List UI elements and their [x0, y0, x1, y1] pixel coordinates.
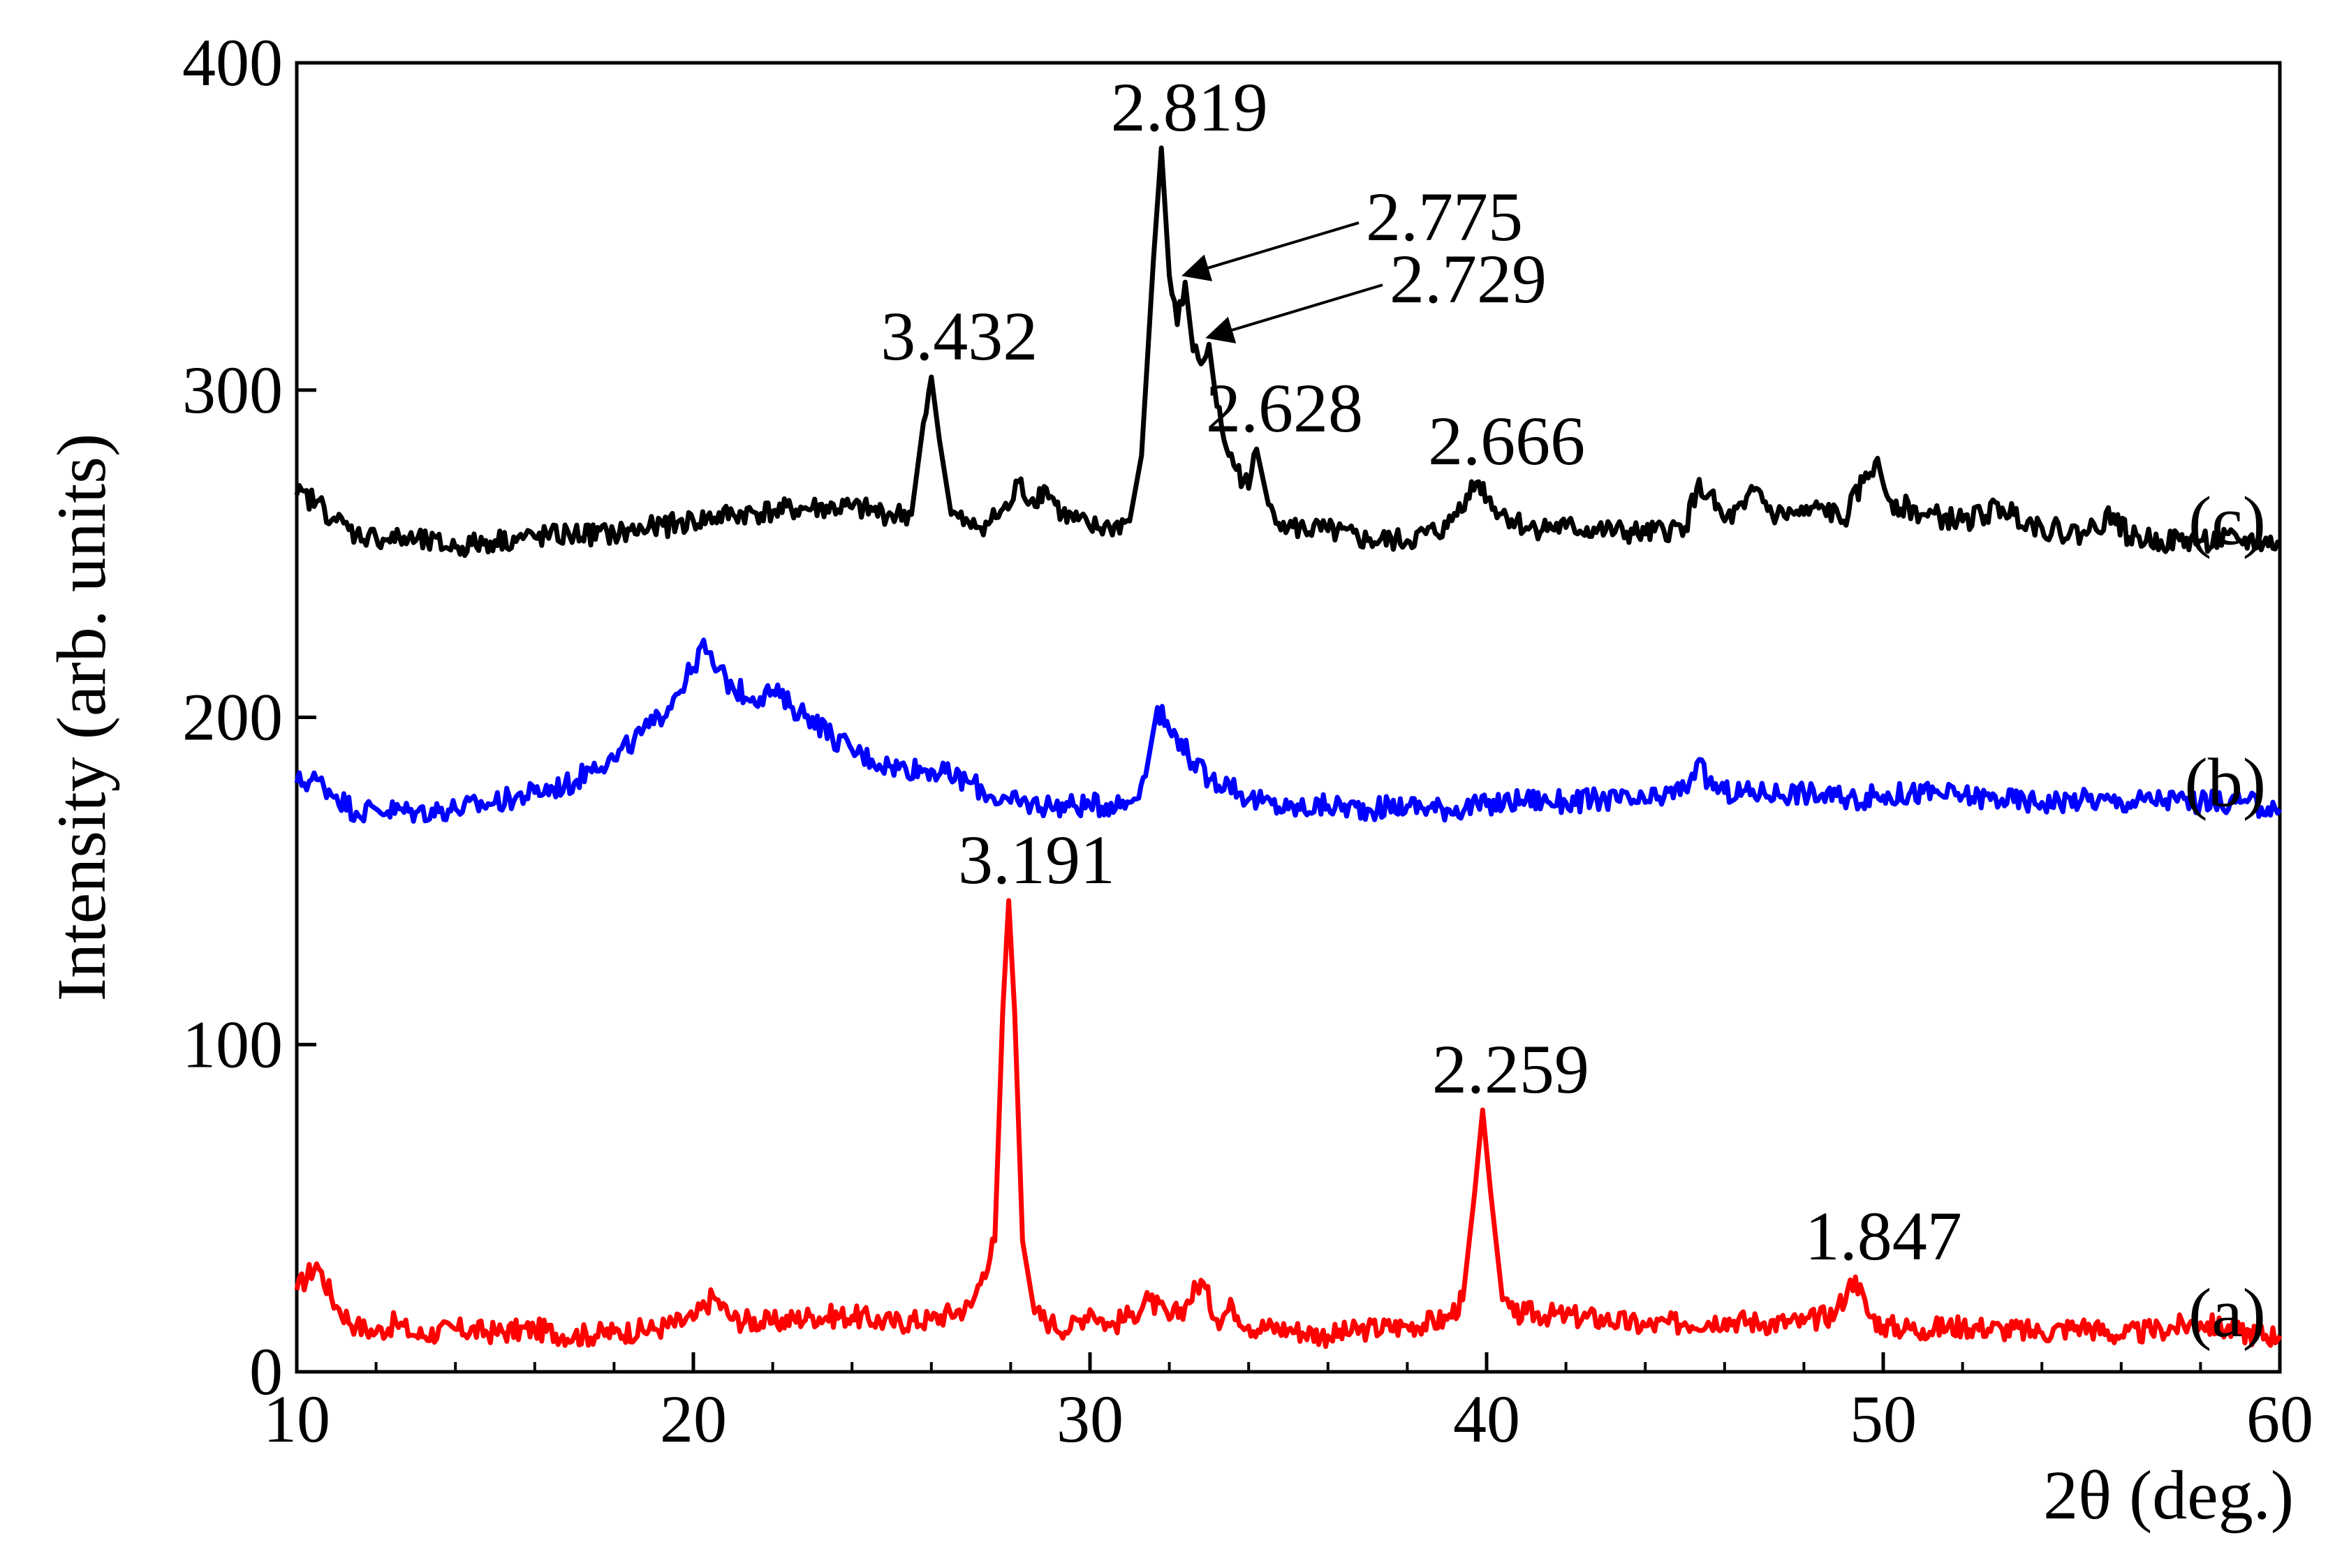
x-tick-label: 60: [2246, 1382, 2313, 1456]
x-axis-title: 2θ (deg.): [2043, 1456, 2294, 1534]
x-tick-label: 50: [1850, 1382, 1917, 1456]
annotation-arrow: [1181, 221, 1360, 281]
x-tick-label: 40: [1453, 1382, 1520, 1456]
peak-label: 1.847: [1805, 1197, 1962, 1275]
peak-label: 2.729: [1390, 240, 1547, 318]
series-group: [294, 145, 2283, 1349]
y-tick-label: 0: [249, 1334, 283, 1409]
peak-label: 2.819: [1111, 68, 1268, 146]
peak-label: 2.666: [1428, 402, 1585, 480]
peak-label: 3.191: [958, 821, 1115, 898]
series-line-a: [294, 898, 2283, 1349]
plot-frame: [295, 61, 2282, 1374]
peak-label: 2.628: [1206, 369, 1363, 447]
y-tick-label: 200: [182, 680, 283, 755]
series-label: (c): [2188, 482, 2266, 560]
x-tick-label: 30: [1056, 1382, 1124, 1456]
series-labels: (a) (b) (c): [2184, 482, 2266, 1352]
axis-ticks: 10 20 30 40 50 60 0 100 200 300 400: [182, 25, 2313, 1456]
series-label: (b): [2184, 744, 2266, 822]
x-tick-label: 20: [660, 1382, 727, 1456]
series-line-c: [294, 145, 2282, 559]
x-tick-label: 10: [263, 1382, 330, 1456]
peak-label: 2.775: [1366, 178, 1523, 256]
series-label: (a): [2188, 1274, 2266, 1352]
annotation-arrow: [1205, 283, 1383, 343]
peak-label: 3.432: [881, 297, 1038, 375]
axes: [295, 61, 2282, 1374]
series-line-b: [294, 637, 2283, 824]
y-tick-label: 400: [182, 25, 283, 100]
y-axis-title: Intensity (arb. units): [43, 434, 120, 1002]
y-tick-label: 100: [182, 1007, 283, 1081]
peak-label: 2.259: [1432, 1030, 1589, 1108]
y-tick-label: 300: [182, 353, 283, 427]
